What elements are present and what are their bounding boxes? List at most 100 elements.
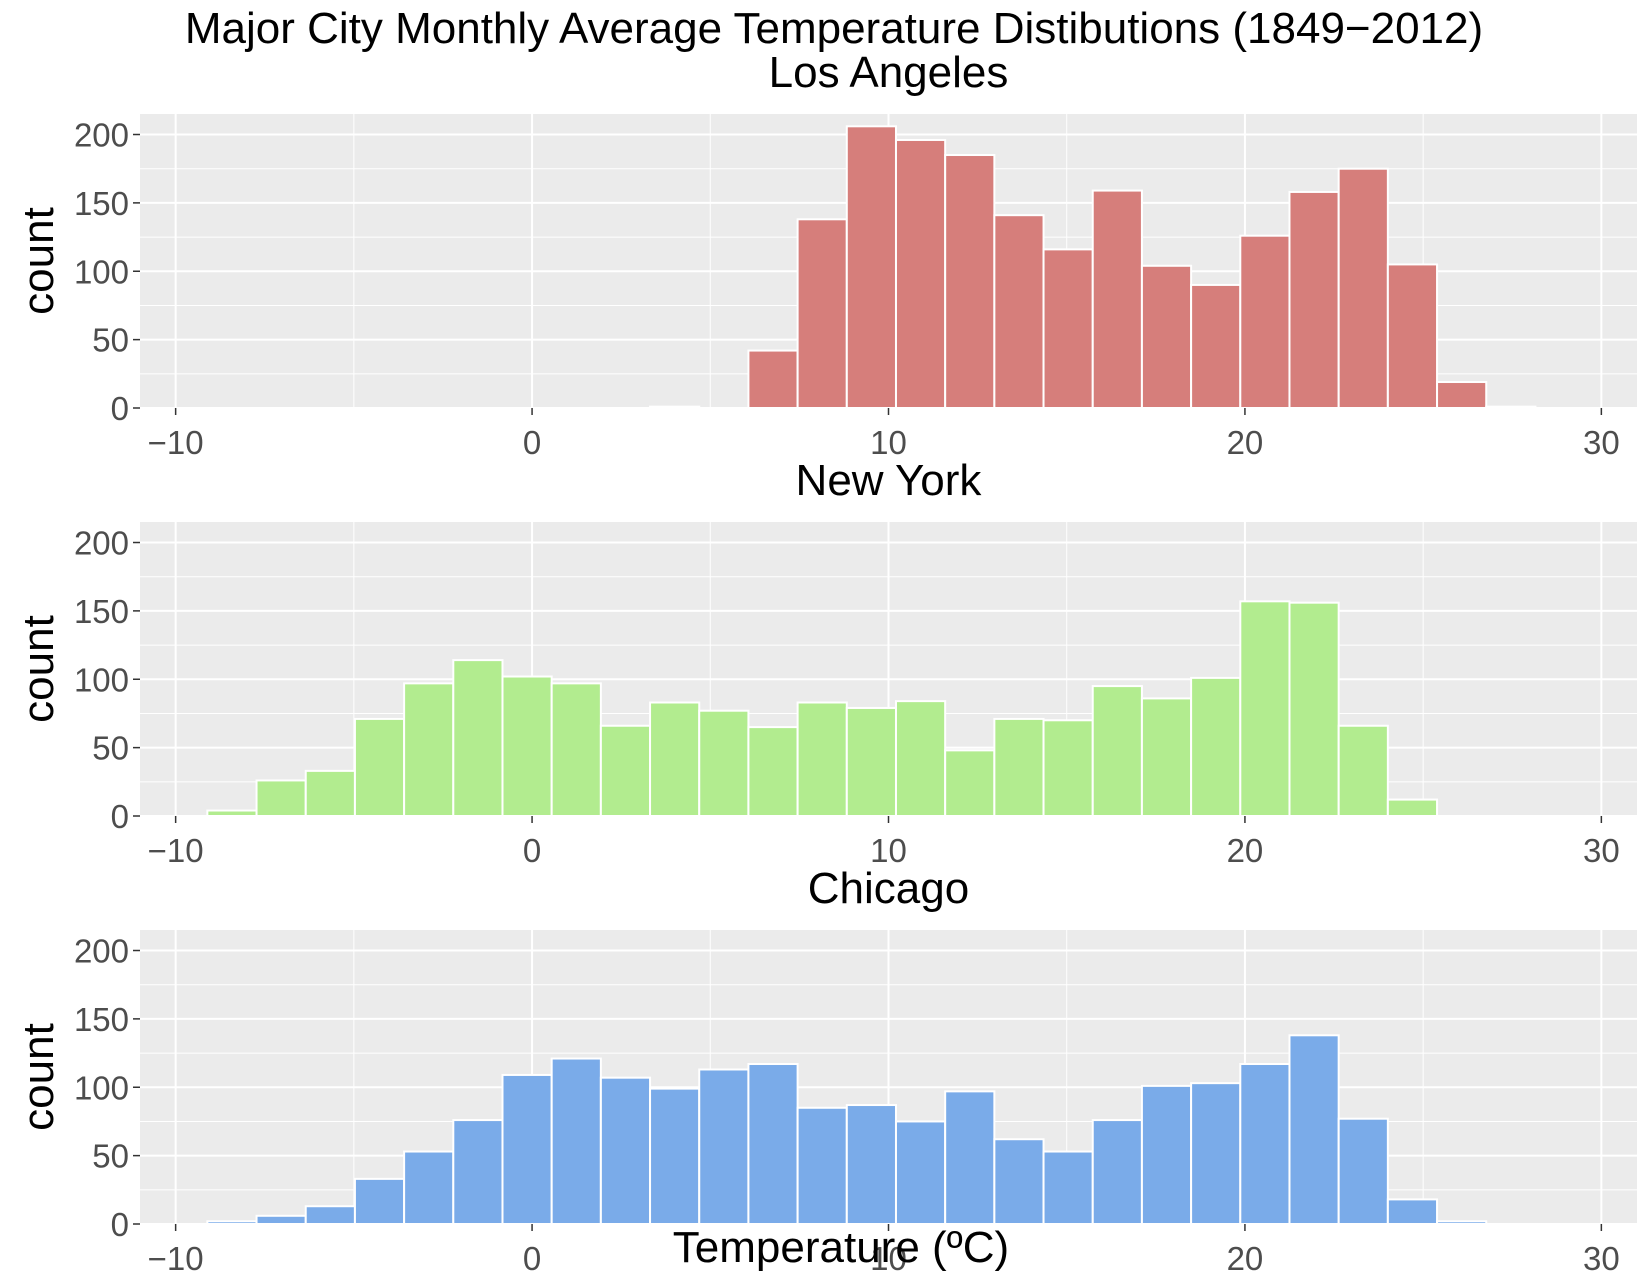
panel-title: Los Angeles: [769, 48, 1009, 97]
histogram-bar: [796, 701, 848, 817]
histogram-bar: [993, 1138, 1045, 1226]
y-tick-label: 200: [74, 525, 129, 562]
y-tick-label: 50: [92, 730, 129, 767]
histogram-bars: [206, 1034, 1488, 1226]
histogram-bar: [845, 1104, 897, 1226]
histogram-bar: [550, 682, 602, 818]
histogram-bar: [1337, 167, 1389, 409]
histogram-bar: [993, 717, 1045, 817]
histogram-bar: [550, 1057, 602, 1226]
y-tick-label: 0: [111, 390, 129, 427]
histogram-bar: [1288, 601, 1340, 817]
x-tick-label: 30: [1583, 424, 1620, 461]
histogram-bar: [1042, 719, 1094, 817]
panel-title: Chicago: [808, 864, 969, 913]
histogram-bar: [1042, 1150, 1094, 1226]
histogram-bar: [894, 700, 947, 818]
panel-chicago: Chicago 0 50 100 150 200 −10 0 10 20 30 count: [14, 864, 1637, 1275]
histogram-bar: [1239, 1063, 1291, 1225]
histogram-bar: [304, 769, 356, 817]
x-tick-label: 0: [523, 424, 541, 461]
histogram-bar: [501, 1073, 553, 1226]
histogram-bar: [501, 675, 553, 817]
x-tick-label: 10: [870, 424, 907, 461]
histogram-bar: [747, 349, 799, 410]
histogram-bar: [1288, 190, 1340, 409]
x-tick-label: 20: [1227, 424, 1264, 461]
x-tick-label: −10: [148, 1240, 204, 1275]
histogram-bar: [747, 726, 799, 817]
y-tick-label: 100: [74, 661, 129, 698]
histogram-bar: [1337, 724, 1389, 817]
x-tick-label: 0: [523, 832, 541, 869]
histogram-bar: [1091, 189, 1143, 409]
histogram-bar: [1386, 1198, 1439, 1225]
y-tick-label: 200: [74, 933, 129, 970]
histogram-bar: [206, 1220, 258, 1226]
y-tick-label: 50: [92, 1138, 129, 1175]
panel-new-york: New York 0 50 100 150 200 −10 0 10 20 30 count: [14, 456, 1637, 869]
histogram-bar: [1386, 263, 1439, 409]
histogram-bar: [1190, 283, 1242, 410]
histogram-bar: [993, 214, 1045, 409]
x-tick-label: 30: [1583, 832, 1620, 869]
histogram-bar: [353, 717, 406, 817]
histogram-bars: [206, 600, 1439, 818]
histogram-bar: [452, 659, 504, 817]
histogram-bar: [452, 1119, 504, 1226]
y-tick-label: 0: [111, 1206, 129, 1243]
histogram-bar: [649, 701, 701, 817]
histogram-bar: [1386, 798, 1439, 817]
histogram-bar: [1288, 1034, 1340, 1225]
histogram-bar: [206, 809, 258, 817]
histogram-bar: [845, 125, 897, 409]
x-tick-label: −10: [148, 424, 204, 461]
histogram-bar: [304, 1205, 356, 1226]
histogram-bar: [649, 1087, 701, 1226]
histogram-bar: [649, 405, 701, 410]
histogram-bar: [1337, 1117, 1389, 1226]
y-tick-label: 50: [92, 322, 129, 359]
histogram-bar: [1042, 248, 1094, 409]
histogram-bar: [1091, 685, 1143, 817]
x-tick-label: 30: [1583, 1240, 1620, 1275]
y-tick-label: 100: [74, 1069, 129, 1106]
x-tick-label: −10: [148, 832, 204, 869]
panel-title: New York: [796, 456, 983, 505]
x-tick-label: 20: [1227, 832, 1264, 869]
histogram-bar: [1190, 676, 1242, 817]
x-tick-label: 10: [870, 1240, 907, 1275]
x-tick-label: 10: [870, 832, 907, 869]
histogram-bar: [1140, 264, 1193, 409]
histogram-bar: [944, 154, 996, 409]
x-tick-label: 0: [523, 1240, 541, 1275]
histogram-bar: [944, 749, 996, 817]
histogram-bar: [255, 1214, 307, 1225]
x-axis-title: Temperature (ºC): [673, 1223, 1009, 1272]
chart-title: Major City Monthly Average Temperature D…: [185, 4, 1483, 53]
histogram-bars: [649, 125, 1537, 410]
histogram-bar: [1436, 1220, 1488, 1226]
y-tick-label: 200: [74, 117, 129, 154]
histogram-bar: [796, 1106, 848, 1226]
histogram-bar: [944, 1090, 996, 1226]
histogram-bar: [1190, 1082, 1242, 1225]
histogram-bar: [1239, 234, 1291, 409]
histogram-bar: [1436, 381, 1488, 410]
histogram-bar: [1091, 1119, 1143, 1226]
histogram-bar: [698, 709, 750, 817]
histogram-bar: [1485, 405, 1537, 410]
y-axis-title: count: [14, 207, 63, 315]
histogram-bar: [599, 1076, 652, 1225]
y-axis-title: count: [14, 1023, 63, 1131]
histogram-bar: [747, 1063, 799, 1225]
y-tick-label: 150: [74, 185, 129, 222]
histogram-bar: [1140, 1084, 1193, 1226]
histogram-bar: [894, 1120, 947, 1226]
histogram-bar: [599, 724, 652, 817]
y-tick-label: 0: [111, 798, 129, 835]
histogram-bar: [698, 1068, 750, 1226]
